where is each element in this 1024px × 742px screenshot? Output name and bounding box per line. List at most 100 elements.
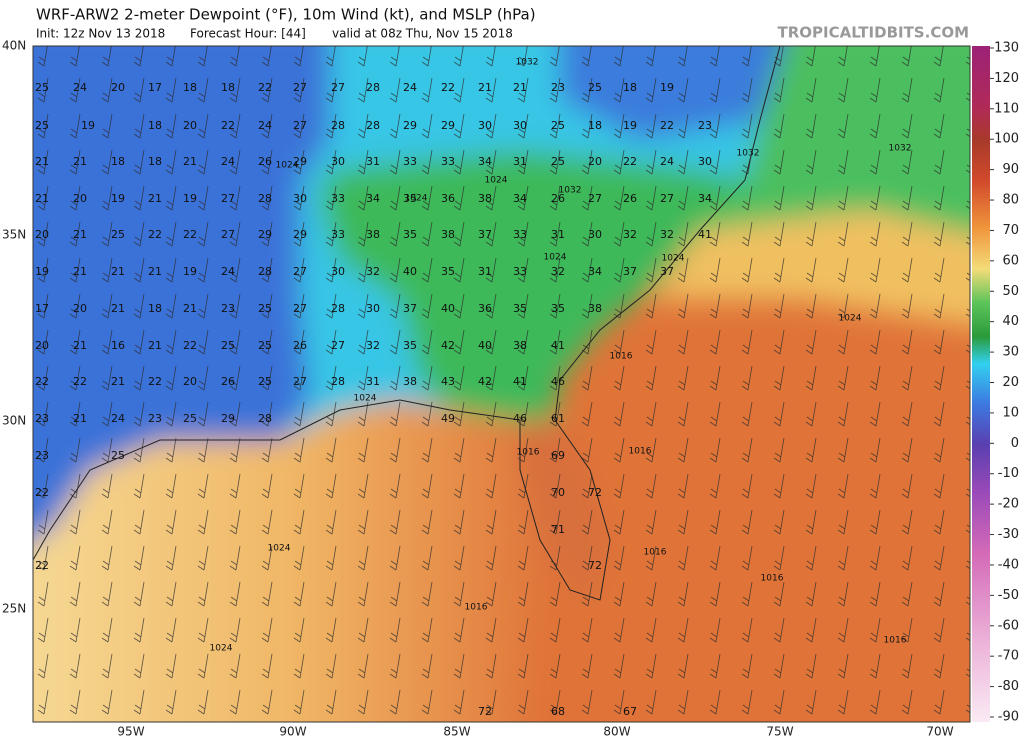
dewpoint-label: 27 <box>293 375 307 388</box>
dewpoint-label: 25 <box>111 449 125 462</box>
dewpoint-label: 36 <box>478 302 492 315</box>
dewpoint-label: 18 <box>588 119 602 132</box>
dewpoint-label: 25 <box>35 81 49 94</box>
dewpoint-label: 22 <box>35 375 49 388</box>
dewpoint-label: 25 <box>258 375 272 388</box>
dewpoint-label: 28 <box>366 119 380 132</box>
dewpoint-label: 21 <box>73 412 87 425</box>
dewpoint-label: 43 <box>441 375 455 388</box>
dewpoint-label: 23 <box>221 302 235 315</box>
dewpoint-label: 30 <box>366 302 380 315</box>
latitude-label: 30N <box>2 414 26 428</box>
dewpoint-label: 24 <box>111 412 125 425</box>
dewpoint-label: 69 <box>551 449 565 462</box>
colorbar-ticks: 1301201101009080706050403020100-10-20-30… <box>990 41 1019 725</box>
colorbar-tick-label: 0 <box>1011 436 1019 451</box>
dewpoint-label: 31 <box>513 155 527 168</box>
dewpoint-label: 22 <box>660 119 674 132</box>
dewpoint-label: 68 <box>551 705 565 718</box>
dewpoint-label: 33 <box>403 155 417 168</box>
colorbar-tick-label: 90 <box>1002 162 1019 177</box>
dewpoint-label: 26 <box>623 192 637 205</box>
dewpoint-label: 30 <box>331 155 345 168</box>
dewpoint-label: 18 <box>221 81 235 94</box>
colorbar-tick-label: 60 <box>1002 253 1019 268</box>
dewpoint-label: 35 <box>441 265 455 278</box>
dewpoint-label: 27 <box>588 192 602 205</box>
dewpoint-label: 21 <box>513 81 527 94</box>
longitude-label: 75W <box>766 725 793 739</box>
dewpoint-label: 19 <box>111 192 125 205</box>
dewpoint-label: 22 <box>35 486 49 499</box>
isobar-label: 1016 <box>644 548 667 558</box>
dewpoint-label: 19 <box>623 119 637 132</box>
latitude-label: 40N <box>2 39 26 53</box>
dewpoint-label: 24 <box>221 265 235 278</box>
dewpoint-label: 28 <box>331 302 345 315</box>
dewpoint-label: 31 <box>551 228 565 241</box>
dewpoint-label: 18 <box>148 302 162 315</box>
colorbar-tick-label: 110 <box>994 101 1019 116</box>
dewpoint-label: 22 <box>183 228 197 241</box>
dewpoint-label: 72 <box>588 559 602 572</box>
dewpoint-label: 18 <box>148 119 162 132</box>
dewpoint-label: 20 <box>35 339 49 352</box>
colorbar-tick-label: 40 <box>1002 314 1019 329</box>
longitude-label: 85W <box>443 725 470 739</box>
dewpoint-label: 29 <box>293 228 307 241</box>
dewpoint-label: 31 <box>478 265 492 278</box>
dewpoint-label: 32 <box>366 339 380 352</box>
dewpoint-label: 40 <box>441 302 455 315</box>
dewpoint-label: 19 <box>183 192 197 205</box>
isobar-label: 1016 <box>884 636 907 646</box>
forecast-hour: Forecast Hour: [44] <box>190 27 306 41</box>
dewpoint-label: 21 <box>148 192 162 205</box>
dewpoint-label: 40 <box>478 339 492 352</box>
dewpoint-label: 24 <box>403 81 417 94</box>
dewpoint-label: 34 <box>513 192 527 205</box>
dewpoint-label: 37 <box>403 302 417 315</box>
dewpoint-label: 23 <box>551 81 565 94</box>
dewpoint-label: 61 <box>551 412 565 425</box>
dewpoint-label: 22 <box>73 375 87 388</box>
dewpoint-label: 23 <box>698 119 712 132</box>
colorbar-tick-label: -60 <box>998 618 1019 633</box>
dewpoint-label: 22 <box>623 155 637 168</box>
dewpoint-label: 28 <box>331 375 345 388</box>
dewpoint-label: 42 <box>478 375 492 388</box>
dewpoint-label: 21 <box>35 192 49 205</box>
isobar-label: 1032 <box>516 58 539 68</box>
dewpoint-label: 30 <box>293 192 307 205</box>
dewpoint-label: 40 <box>403 265 417 278</box>
dewpoint-label: 21 <box>111 265 125 278</box>
dewpoint-label: 33 <box>441 155 455 168</box>
dewpoint-label: 70 <box>551 486 565 499</box>
dewpoint-label: 27 <box>331 339 345 352</box>
dewpoint-label: 19 <box>183 265 197 278</box>
isobar-label: 1016 <box>517 448 540 458</box>
dewpoint-label: 22 <box>221 119 235 132</box>
dewpoint-label: 27 <box>293 81 307 94</box>
dewpoint-label: 49 <box>441 412 455 425</box>
colorbar-tick-label: -30 <box>998 527 1019 542</box>
dewpoint-label: 27 <box>293 265 307 278</box>
dewpoint-label: 21 <box>73 265 87 278</box>
colorbar-tick-label: 20 <box>1002 375 1019 390</box>
dewpoint-label: 46 <box>551 375 565 388</box>
longitude-label: 90W <box>279 725 306 739</box>
colorbar-tick-label: -80 <box>998 679 1019 694</box>
dewpoint-label: 38 <box>403 375 417 388</box>
map-frame <box>32 45 971 723</box>
dewpoint-label: 33 <box>513 228 527 241</box>
dewpoint-label: 22 <box>148 228 162 241</box>
dewpoint-labels: 25 24 20 17 18 18 22 27 27 28 24 22 21 21 23 25 18 19 25 19… <box>35 81 712 718</box>
dewpoint-label: 21 <box>148 265 162 278</box>
dewpoint-label: 17 <box>148 81 162 94</box>
colorbar <box>972 46 990 722</box>
colorbar-tick-label: 80 <box>1002 193 1019 208</box>
dewpoint-label: 33 <box>331 228 345 241</box>
dewpoint-label: 20 <box>111 81 125 94</box>
dewpoint-label: 21 <box>35 155 49 168</box>
dewpoint-label: 28 <box>366 81 380 94</box>
dewpoint-label: 37 <box>660 265 674 278</box>
